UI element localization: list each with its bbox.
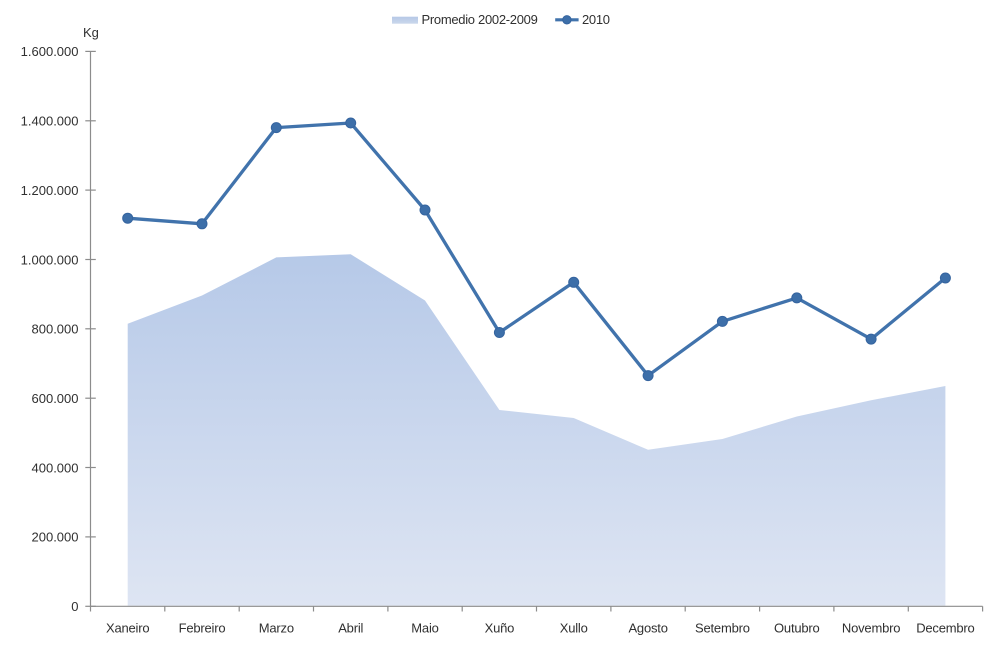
svg-text:Xullo: Xullo xyxy=(560,621,588,636)
svg-text:Agosto: Agosto xyxy=(628,621,667,636)
svg-text:400.000: 400.000 xyxy=(32,460,79,475)
svg-text:Xuño: Xuño xyxy=(485,621,515,636)
svg-text:Decembro: Decembro xyxy=(916,621,974,636)
svg-text:Abril: Abril xyxy=(338,621,363,636)
svg-text:0: 0 xyxy=(71,599,78,614)
svg-text:600.000: 600.000 xyxy=(32,391,79,406)
svg-text:Promedio 2002-2009: Promedio 2002-2009 xyxy=(422,12,538,27)
svg-text:Febreiro: Febreiro xyxy=(179,621,226,636)
svg-text:Setembro: Setembro xyxy=(695,621,750,636)
svg-text:1.400.000: 1.400.000 xyxy=(21,114,79,129)
svg-text:Marzo: Marzo xyxy=(259,621,294,636)
svg-text:Maio: Maio xyxy=(411,621,438,636)
svg-text:1.600.000: 1.600.000 xyxy=(21,44,79,59)
svg-text:Xaneiro: Xaneiro xyxy=(106,621,149,636)
svg-text:Outubro: Outubro xyxy=(774,621,820,636)
svg-text:Novembro: Novembro xyxy=(842,621,900,636)
svg-text:1.000.000: 1.000.000 xyxy=(21,252,79,267)
svg-text:2010: 2010 xyxy=(582,12,610,27)
svg-text:1.200.000: 1.200.000 xyxy=(21,183,79,198)
svg-text:800.000: 800.000 xyxy=(32,322,79,337)
svg-text:200.000: 200.000 xyxy=(32,530,79,545)
svg-text:Kg: Kg xyxy=(83,25,99,40)
